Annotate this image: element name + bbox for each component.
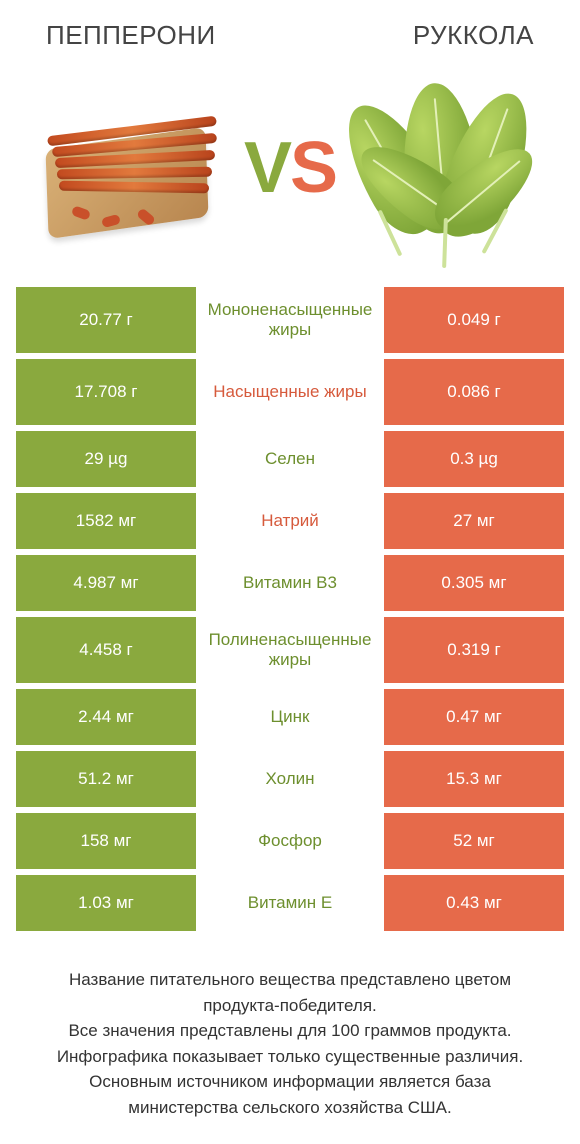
right-value-cell: 15.3 мг (384, 751, 564, 807)
infographic-container: ПЕППЕРОНИ РУККОЛА VS 20.77 гМононенасыще… (0, 0, 580, 1120)
titles-row: ПЕППЕРОНИ РУККОЛА (16, 20, 564, 51)
left-value-cell: 29 µg (16, 431, 196, 487)
table-row: 20.77 гМононенасыщенные жиры0.049 г (16, 287, 564, 353)
nutrient-label-cell: Селен (196, 431, 384, 487)
nutrient-label-cell: Мононенасыщенные жиры (196, 287, 384, 353)
table-row: 158 мгФосфор52 мг (16, 813, 564, 869)
right-product-title: РУККОЛА (413, 20, 534, 51)
comparison-table: 20.77 гМононенасыщенные жиры0.049 г17.70… (16, 287, 564, 931)
vs-label: VS (244, 132, 336, 204)
right-value-cell: 0.47 мг (384, 689, 564, 745)
footer-line-3: Инфографика показывает только существенн… (36, 1044, 544, 1070)
left-value-cell: 1.03 мг (16, 875, 196, 931)
table-row: 1582 мгНатрий27 мг (16, 493, 564, 549)
left-value-cell: 4.458 г (16, 617, 196, 683)
nutrient-label-cell: Натрий (196, 493, 384, 549)
right-value-cell: 27 мг (384, 493, 564, 549)
left-value-cell: 2.44 мг (16, 689, 196, 745)
nutrient-label-cell: Витамин B3 (196, 555, 384, 611)
left-value-cell: 51.2 мг (16, 751, 196, 807)
arugula-icon (348, 78, 548, 258)
left-value-cell: 158 мг (16, 813, 196, 869)
table-row: 1.03 мгВитамин E0.43 мг (16, 875, 564, 931)
footer-line-1: Название питательного вещества представл… (36, 967, 544, 1018)
left-value-cell: 20.77 г (16, 287, 196, 353)
left-product-image (32, 78, 232, 258)
images-row: VS (16, 73, 564, 263)
right-value-cell: 0.086 г (384, 359, 564, 425)
right-product-image (348, 78, 548, 258)
vs-s: S (290, 128, 336, 208)
nutrient-label-cell: Холин (196, 751, 384, 807)
right-value-cell: 0.43 мг (384, 875, 564, 931)
table-row: 29 µgСелен0.3 µg (16, 431, 564, 487)
nutrient-label-cell: Цинк (196, 689, 384, 745)
nutrient-label-cell: Полиненасыщенные жиры (196, 617, 384, 683)
nutrient-label-cell: Фосфор (196, 813, 384, 869)
left-value-cell: 4.987 мг (16, 555, 196, 611)
footer-notes: Название питательного вещества представл… (16, 967, 564, 1120)
pepperoni-icon (47, 108, 217, 228)
vs-v: V (244, 128, 290, 208)
right-value-cell: 0.305 мг (384, 555, 564, 611)
right-value-cell: 0.319 г (384, 617, 564, 683)
footer-line-2: Все значения представлены для 100 граммо… (36, 1018, 544, 1044)
right-value-cell: 0.049 г (384, 287, 564, 353)
nutrient-label-cell: Витамин E (196, 875, 384, 931)
table-row: 2.44 мгЦинк0.47 мг (16, 689, 564, 745)
footer-line-4: Основным источником информации является … (36, 1069, 544, 1120)
table-row: 4.987 мгВитамин B30.305 мг (16, 555, 564, 611)
right-value-cell: 0.3 µg (384, 431, 564, 487)
table-row: 17.708 гНасыщенные жиры0.086 г (16, 359, 564, 425)
left-value-cell: 17.708 г (16, 359, 196, 425)
table-row: 4.458 гПолиненасыщенные жиры0.319 г (16, 617, 564, 683)
table-row: 51.2 мгХолин15.3 мг (16, 751, 564, 807)
left-value-cell: 1582 мг (16, 493, 196, 549)
left-product-title: ПЕППЕРОНИ (46, 20, 216, 51)
right-value-cell: 52 мг (384, 813, 564, 869)
nutrient-label-cell: Насыщенные жиры (196, 359, 384, 425)
